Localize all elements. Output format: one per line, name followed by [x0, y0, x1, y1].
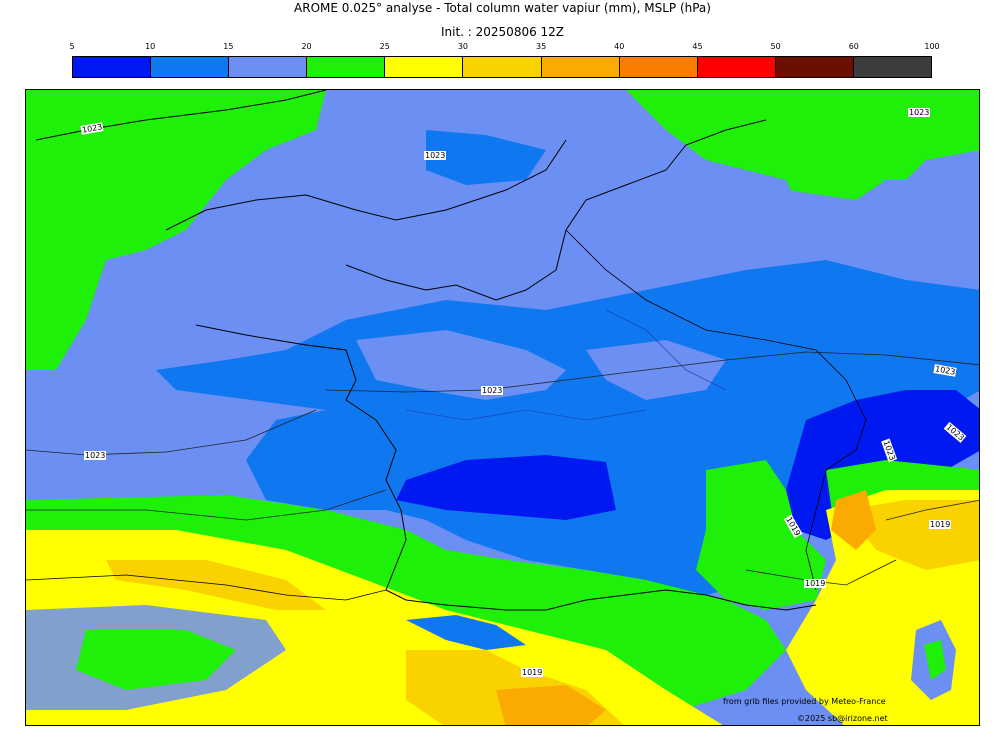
legend-swatch [853, 57, 932, 77]
legend-tick-label: 5 [69, 42, 75, 51]
legend-tick-label: 20 [301, 42, 312, 51]
isobar-label: 1023 [84, 451, 107, 460]
legend-swatches [72, 56, 932, 78]
legend-swatch [151, 57, 230, 77]
isobar-label: 1023 [481, 386, 504, 395]
legend-tick-label: 50 [770, 42, 781, 51]
map-canvas [26, 90, 979, 725]
legend-swatch [73, 57, 152, 77]
legend-tick-label: 45 [692, 42, 703, 51]
legend-tick-label: 25 [379, 42, 390, 51]
legend-tick-label: 35 [535, 42, 547, 51]
isobar-label: 1019 [929, 520, 952, 529]
map-title: AROME 0.025° analyse - Total column wate… [294, 1, 711, 15]
legend-swatch [619, 57, 698, 77]
legend-tick-label: 100 [924, 42, 940, 51]
isobar-label: 1023 [908, 108, 931, 117]
init-time: Init. : 20250806 12Z [440, 25, 565, 39]
legend-swatch [229, 57, 308, 77]
weather-map[interactable]: 1023 1023 1023 1023 1023 1023 1023 1023 … [25, 89, 980, 726]
isobar-label: 1023 [424, 151, 447, 160]
legend-swatch [307, 57, 386, 77]
legend-swatch [385, 57, 464, 77]
isobar-label: 1019 [804, 579, 827, 588]
copyright-credit: ©2025 sb@irizone.net [797, 714, 888, 723]
legend-swatch [775, 57, 854, 77]
legend-swatch [541, 57, 620, 77]
legend-tick-label: 10 [145, 42, 156, 51]
color-legend: 5 10 15 20 25 30 35 40 45 50 60 100 [69, 42, 940, 82]
legend-tick-label: 15 [223, 42, 234, 51]
legend-swatch [463, 57, 542, 77]
legend-tick-label: 30 [457, 42, 468, 51]
legend-tick-label: 60 [848, 42, 859, 51]
legend-tick-label: 40 [614, 42, 625, 51]
legend-swatch [697, 57, 776, 77]
isobar-label: 1019 [521, 668, 544, 677]
source-credit: from grib files provided by Meteo-France [723, 697, 886, 706]
